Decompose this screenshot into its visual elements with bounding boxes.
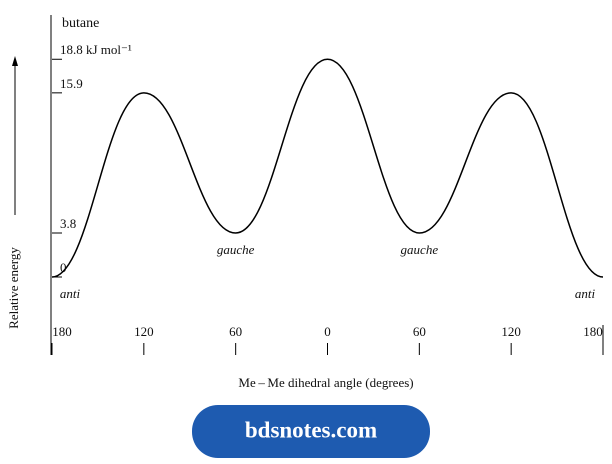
- y-axis-label: Relative energy: [6, 247, 21, 329]
- y-tick-label: 0: [60, 260, 67, 275]
- conformer-label: gauche: [401, 242, 439, 257]
- conformer-label: gauche: [217, 242, 255, 257]
- x-tick-label: 60: [413, 324, 426, 339]
- x-tick-label: 0: [324, 324, 331, 339]
- x-tick-label: 120: [501, 324, 521, 339]
- y-tick-label: 18.8 kJ mol⁻¹: [60, 42, 132, 57]
- x-axis-label: Me – Me dihedral angle (degrees): [238, 375, 413, 390]
- chart-title: butane: [62, 16, 99, 31]
- y-arrow-head: [12, 56, 18, 66]
- y-tick-label: 15.9: [60, 76, 83, 91]
- y-tick-label: 3.8: [60, 216, 76, 231]
- x-tick-label: 180: [52, 324, 72, 339]
- conformer-label: anti: [60, 286, 81, 301]
- energy-curve: [51, 58, 604, 278]
- x-tick-label: 60: [229, 324, 242, 339]
- x-tick-label: 180: [583, 324, 603, 339]
- x-tick-label: 120: [134, 324, 154, 339]
- watermark-text: bdsnotes.com: [245, 417, 377, 442]
- watermark-badge: [192, 405, 430, 458]
- conformer-label: anti: [575, 286, 596, 301]
